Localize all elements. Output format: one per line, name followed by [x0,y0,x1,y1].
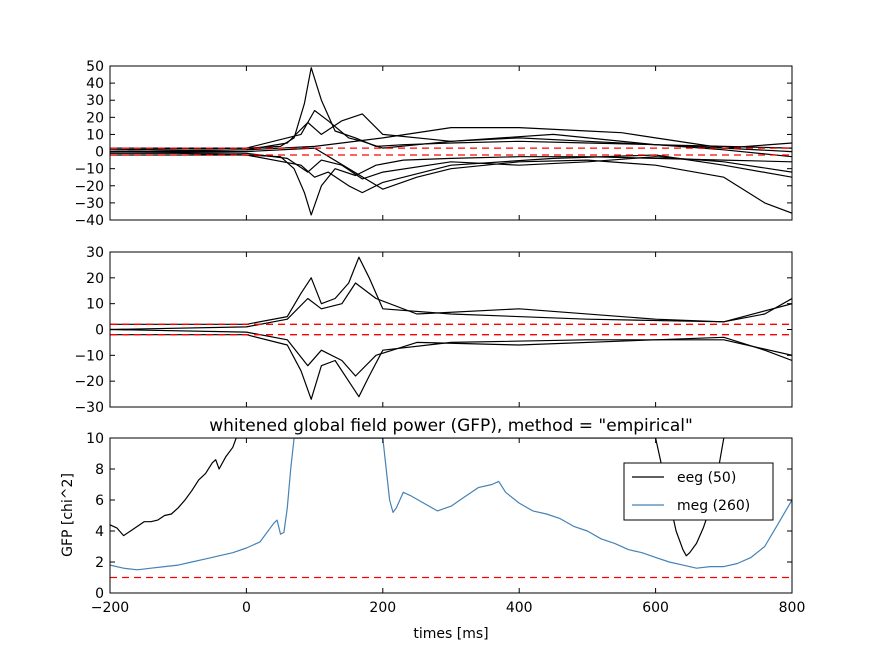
y-tick-label: 50 [86,59,104,75]
y-tick-label: 0 [95,586,104,602]
legend-label-meg: meg (260) [677,498,750,514]
x-tick-label: −200 [91,600,129,616]
gfp-series-line-1 [110,438,725,557]
x-tick-label: 0 [242,600,251,616]
legend-frame [623,462,774,521]
x-tick-label: 600 [642,600,669,616]
meg-series-line-1 [110,256,792,325]
x-tick-label: 400 [506,600,533,616]
eeg-series-line-7 [110,113,792,158]
panel-meg: 30 20 10 0 −10 −20 −30 [74,245,793,416]
eeg-traces [110,67,792,216]
eeg-axes-frame [109,65,793,221]
y-tick-label: 6 [95,493,104,509]
y-tick-label: 0 [95,145,104,161]
y-tick-label: 8 [95,462,104,478]
meg-series-line-2 [110,334,792,400]
x-tick-label: 200 [369,600,396,616]
gfp-axes-frame [109,437,793,594]
meg-traces [110,256,792,400]
x-axis-label: times [ms] [413,626,488,642]
meg-reference-lines [110,323,792,336]
legend-label-eeg: eeg (50) [677,470,736,486]
y-tick-label: 40 [86,76,104,92]
gfp-title: whitened global field power (GFP), metho… [209,416,693,436]
y-tick-label: −10 [74,348,104,364]
eeg-series-line-8 [110,151,792,180]
y-tick-label: 30 [86,245,104,261]
y-tick-label: −30 [74,400,104,416]
y-tick-label: −20 [74,179,104,195]
legend: eeg (50) meg (260) [623,462,774,521]
gfp-x-ticks: −200 0 200 400 600 800 [91,600,806,616]
y-tick-label: −40 [74,213,104,229]
eeg-series-line-3 [110,127,792,153]
meg-series-line-3 [110,282,792,331]
y-tick-label: 20 [86,110,104,126]
eeg-series-line-2 [110,152,792,216]
y-tick-label: 4 [95,524,104,540]
y-tick-label: 20 [86,271,104,287]
y-tick-label: −20 [74,374,104,390]
y-tick-label: 10 [86,431,104,447]
eeg-series-line-6 [110,154,792,194]
eeg-series-line-1 [110,67,792,151]
y-tick-label: 10 [86,127,104,143]
meg-series-line-4 [110,328,792,377]
y-tick-label: 2 [95,555,104,571]
y-tick-label: 30 [86,93,104,109]
x-tick-label: 800 [779,600,806,616]
panel-gfp: whitened global field power (GFP), metho… [60,416,805,642]
y-tick-label: 10 [86,297,104,313]
y-tick-label: 0 [95,323,104,339]
eeg-reference-lines [110,147,792,156]
gfp-y-ticks: 10 8 6 4 2 0 [86,431,792,602]
meg-axes-frame [109,251,793,408]
y-axis-label: GFP [chi^2] [60,473,76,557]
gfp-traces [110,438,792,571]
meg-y-ticks: 30 20 10 0 −10 −20 −30 [74,245,792,416]
y-tick-label: −10 [74,162,104,178]
y-tick-label: −30 [74,196,104,212]
gfp-series-line-2 [110,438,792,571]
